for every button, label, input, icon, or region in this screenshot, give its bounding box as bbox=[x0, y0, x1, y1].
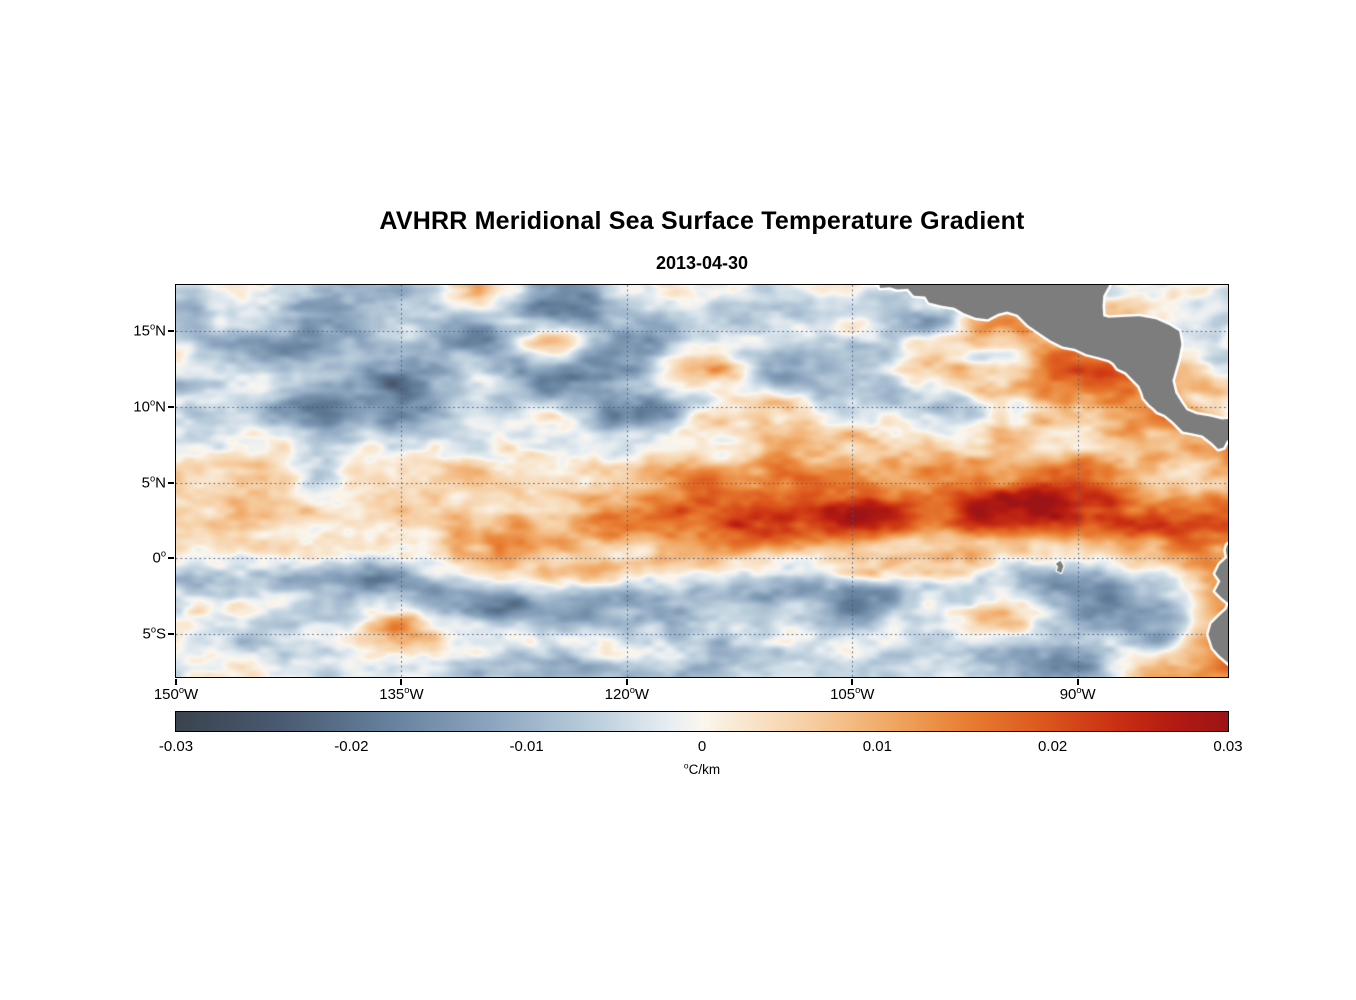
hemisphere-letter: W bbox=[860, 686, 875, 703]
hemisphere-letter: W bbox=[184, 686, 199, 703]
y-tick-mark bbox=[168, 329, 174, 332]
tick-value: 5 bbox=[141, 474, 150, 492]
degree-symbol: o bbox=[149, 397, 156, 408]
hemisphere-letter: S bbox=[155, 625, 166, 643]
colorbar-unit-label: oC/km bbox=[176, 760, 1228, 777]
degree-symbol: o bbox=[629, 685, 635, 695]
y-tick-label: 10oN bbox=[133, 397, 166, 416]
tick-value: 5 bbox=[142, 625, 151, 643]
y-tick-mark bbox=[168, 557, 174, 560]
tick-value: 150 bbox=[153, 686, 179, 703]
x-tick-mark bbox=[851, 679, 854, 685]
colorbar-tick-label: 0.02 bbox=[1038, 738, 1068, 755]
x-tick-mark bbox=[1076, 679, 1079, 685]
tick-value: 10 bbox=[133, 398, 150, 416]
degree-symbol: o bbox=[149, 321, 156, 332]
colorbar-gradient bbox=[176, 712, 1228, 731]
map-plot-area bbox=[175, 284, 1229, 678]
y-tick-mark bbox=[168, 481, 174, 484]
degree-symbol: o bbox=[683, 760, 689, 771]
chart-title: AVHRR Meridional Sea Surface Temperature… bbox=[379, 207, 1025, 235]
degree-symbol: o bbox=[160, 548, 166, 559]
hemisphere-letter: N bbox=[155, 322, 166, 340]
tick-value: 90 bbox=[1059, 686, 1077, 703]
hemisphere-letter: W bbox=[1081, 686, 1096, 703]
tick-value: 135 bbox=[379, 686, 405, 703]
unit-text: C/km bbox=[688, 762, 721, 777]
colorbar bbox=[175, 711, 1229, 732]
colorbar-tick-label: -0.01 bbox=[509, 738, 544, 755]
colorbar-tick-label: 0 bbox=[697, 738, 707, 755]
degree-symbol: o bbox=[178, 685, 185, 695]
x-tick-label: 105oW bbox=[830, 685, 875, 703]
degree-symbol: o bbox=[149, 473, 156, 484]
sst-gradient-heatmap-canvas bbox=[176, 285, 1228, 677]
x-tick-label: 90oW bbox=[1059, 685, 1096, 703]
degree-symbol: o bbox=[1076, 685, 1082, 695]
x-tick-mark bbox=[625, 679, 628, 685]
chart-date-subtitle: 2013-04-30 bbox=[655, 253, 749, 273]
tick-value: 0 bbox=[152, 549, 161, 567]
degree-symbol: o bbox=[855, 685, 861, 695]
colorbar-tick-label: 0.03 bbox=[1213, 738, 1243, 755]
degree-symbol: o bbox=[150, 624, 156, 635]
hemisphere-letter: W bbox=[409, 686, 424, 703]
x-tick-mark bbox=[400, 679, 403, 685]
hemisphere-letter: N bbox=[155, 398, 166, 416]
y-tick-mark bbox=[168, 405, 174, 408]
colorbar-tick-label: 0.01 bbox=[862, 738, 892, 755]
hemisphere-letter: W bbox=[634, 686, 650, 703]
x-tick-label: 135oW bbox=[379, 685, 424, 703]
hemisphere-letter: N bbox=[155, 474, 166, 492]
tick-value: 105 bbox=[830, 686, 856, 703]
x-tick-label: 120oW bbox=[604, 685, 650, 703]
y-tick-label: 5oS bbox=[142, 624, 166, 643]
y-tick-mark bbox=[168, 633, 174, 636]
x-tick-mark bbox=[175, 679, 177, 685]
colorbar-tick-label: -0.03 bbox=[158, 738, 194, 755]
y-tick-label: 15oN bbox=[133, 321, 166, 340]
x-tick-label: 150oW bbox=[153, 685, 199, 703]
y-tick-label: 0o bbox=[152, 548, 166, 567]
colorbar-tick-label: -0.02 bbox=[334, 738, 369, 755]
y-tick-label: 5oN bbox=[141, 473, 166, 492]
tick-value: 120 bbox=[604, 686, 630, 703]
degree-symbol: o bbox=[404, 685, 410, 695]
tick-value: 15 bbox=[133, 322, 150, 340]
